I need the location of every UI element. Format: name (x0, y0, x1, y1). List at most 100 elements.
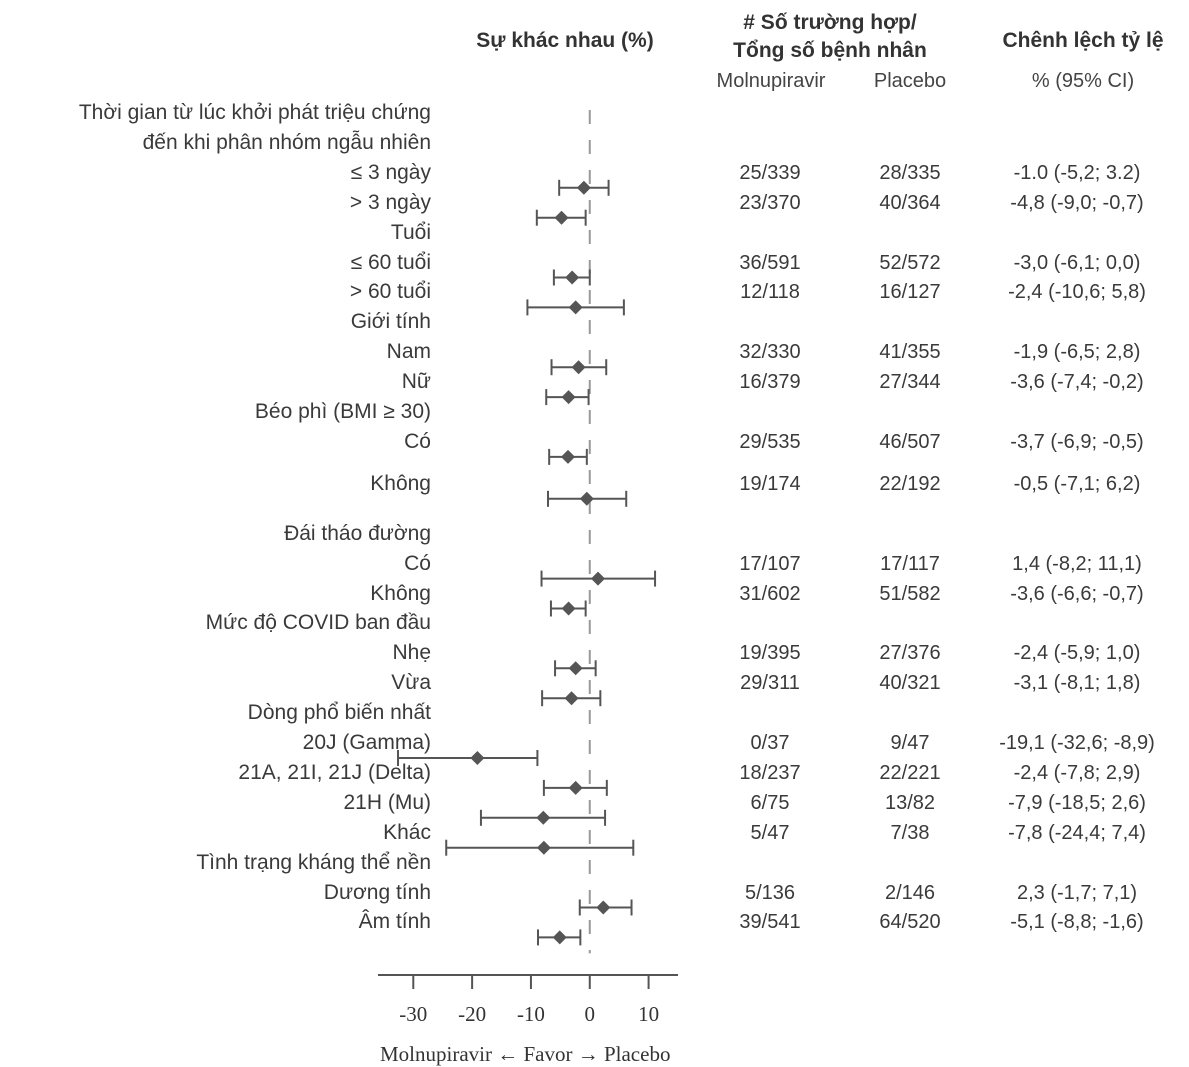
subgroup-label: Nhẹ (392, 641, 431, 665)
placebo-count: 51/582 (879, 582, 941, 605)
subgroup-header: Đái tháo đường (284, 521, 431, 545)
subgroup-label: Dương tính (323, 880, 431, 904)
rate-difference-ci: -3,7 (-6,9; -0,5) (1010, 430, 1144, 453)
subgroup-label: ≤ 60 tuổi (350, 250, 431, 274)
point-estimate-marker (591, 571, 605, 586)
placebo-count: 7/38 (890, 821, 930, 844)
subgroup-header: Dòng phổ biến nhất (247, 701, 431, 725)
subgroup-label: > 3 ngày (349, 190, 431, 214)
placebo-count: 22/221 (879, 761, 941, 784)
rate-difference-ci: -2,4 (-10,6; 5,8) (1008, 281, 1146, 304)
molnupiravir-count: 23/370 (739, 191, 801, 214)
molnupiravir-count: 5/136 (744, 881, 796, 904)
rate-difference-ci: 2,3 (-1,7; 7,1) (1016, 881, 1138, 904)
subgroup-label: > 60 tuổi (349, 280, 431, 304)
placebo-count: 16/127 (879, 281, 941, 304)
placebo-count: 22/192 (879, 472, 941, 495)
header-ci: % (95% CI) (1031, 70, 1135, 92)
header-difference: Sự khác nhau (%) (476, 29, 654, 52)
point-estimate-marker (568, 300, 583, 315)
molnupiravir-count: 5/47 (750, 821, 790, 844)
placebo-count: 27/344 (879, 371, 941, 394)
rate-difference-ci: -5,1 (-8,8; -1,6) (1010, 911, 1144, 934)
header-rate-difference: Chênh lệch tỷ lệ (1002, 29, 1164, 52)
subgroup-header: Giới tính (350, 310, 431, 334)
placebo-count: 9/47 (890, 732, 930, 754)
subgroup-label: Vừa (391, 671, 431, 695)
rate-difference-ci: -2,4 (-5,9; 1,0) (1013, 642, 1141, 665)
subgroup-label: Không (370, 471, 431, 495)
rate-difference-ci: -4,8 (-9,0; -0,7) (1010, 191, 1144, 214)
rate-difference-ci: -3,6 (-6,6; -0,7) (1010, 582, 1144, 605)
x-tick-label: 10 (638, 1002, 659, 1026)
point-estimate-marker (596, 900, 611, 915)
subgroup-label: Có (404, 551, 431, 575)
molnupiravir-count: 19/395 (739, 642, 801, 665)
molnupiravir-count: 0/37 (750, 732, 790, 754)
molnupiravir-count: 25/339 (739, 161, 801, 184)
placebo-count: 40/321 (879, 672, 941, 695)
subgroup-label: Nữ (401, 370, 431, 394)
point-estimate-marker (561, 449, 575, 464)
rate-difference-ci: -7,9 (-18,5; 2,6) (1008, 791, 1146, 814)
subgroup-label: 21A, 21I, 21J (Delta) (238, 760, 431, 784)
point-estimate-marker (536, 810, 551, 825)
rate-difference-ci: -7,8 (-24,4; 7,4) (1008, 821, 1146, 844)
molnupiravir-count: 19/174 (739, 472, 801, 495)
point-estimate-marker (568, 780, 583, 795)
rate-difference-ci: -19,1 (-32,6; -8,9) (999, 732, 1155, 754)
subgroup-label: 20J (Gamma) (302, 731, 431, 754)
placebo-count: 17/117 (880, 552, 940, 575)
subgroup-header: Béo phì (BMI ≥ 30) (254, 400, 431, 423)
molnupiravir-count: 36/591 (739, 251, 801, 274)
subgroup-label: Âm tính (358, 910, 431, 934)
placebo-count: 64/520 (879, 911, 941, 934)
molnupiravir-count: 17/107 (739, 552, 801, 575)
molnupiravir-count: 6/75 (750, 791, 790, 814)
placebo-count: 40/364 (879, 191, 941, 214)
subgroup-label: Không (370, 581, 431, 605)
subgroup-header: Tình trạng kháng thể nền (196, 850, 431, 874)
point-estimate-marker (561, 390, 576, 405)
rate-difference-ci: -3,0 (-6,1; 0,0) (1013, 251, 1141, 274)
point-estimate-marker (536, 840, 551, 855)
placebo-count: 46/507 (879, 430, 941, 453)
subgroup-label: 21H (Mu) (343, 790, 431, 814)
point-estimate-marker (554, 210, 569, 225)
x-axis-caption: Molnupiravir ← Favor → Placebo (380, 1042, 671, 1066)
point-estimate-marker (576, 180, 591, 195)
placebo-count: 27/376 (879, 642, 941, 665)
subgroup-header: Tuổi (390, 220, 431, 244)
header-cases-line1: # Số trường hợp/ (743, 11, 917, 34)
header-molnupiravir: Molnupiravir (716, 70, 826, 92)
molnupiravir-count: 12/118 (740, 281, 800, 304)
subgroup-header: đến khi phân nhóm ngẫu nhiên (142, 130, 431, 154)
molnupiravir-count: 16/379 (739, 371, 801, 394)
header-placebo: Placebo (873, 70, 947, 92)
molnupiravir-count: 18/237 (739, 761, 801, 784)
point-estimate-marker (561, 601, 576, 616)
subgroup-header: Thời gian từ lúc khởi phát triệu chứng (78, 101, 431, 124)
x-tick-label: -30 (399, 1002, 427, 1026)
x-tick-label: -20 (458, 1002, 486, 1026)
placebo-count: 41/355 (879, 341, 941, 364)
x-tick-label: -10 (517, 1002, 545, 1026)
molnupiravir-count: 31/602 (739, 582, 801, 605)
placebo-count: 2/146 (884, 881, 936, 904)
placebo-count: 28/335 (879, 161, 941, 184)
subgroup-label: Nam (386, 340, 431, 364)
rate-difference-ci: -2,4 (-7,8; 2,9) (1013, 761, 1141, 784)
point-estimate-marker (571, 360, 586, 375)
header-cases-line2: Tổng số bệnh nhân (733, 39, 927, 62)
x-tick-label: 0 (585, 1002, 596, 1026)
point-estimate-marker (565, 270, 580, 285)
point-estimate-marker (470, 751, 485, 765)
point-estimate-marker (579, 491, 594, 506)
rate-difference-ci: -0,5 (-7,1; 6,2) (1013, 472, 1141, 495)
subgroup-header: Mức độ COVID ban đầu (205, 611, 431, 635)
rate-difference-ci: -1.0 (-5,2; 3.2) (1013, 161, 1141, 184)
point-estimate-marker (564, 691, 579, 706)
placebo-count: 13/82 (884, 791, 936, 814)
placebo-count: 52/572 (879, 251, 941, 274)
subgroup-label: Có (404, 429, 431, 453)
